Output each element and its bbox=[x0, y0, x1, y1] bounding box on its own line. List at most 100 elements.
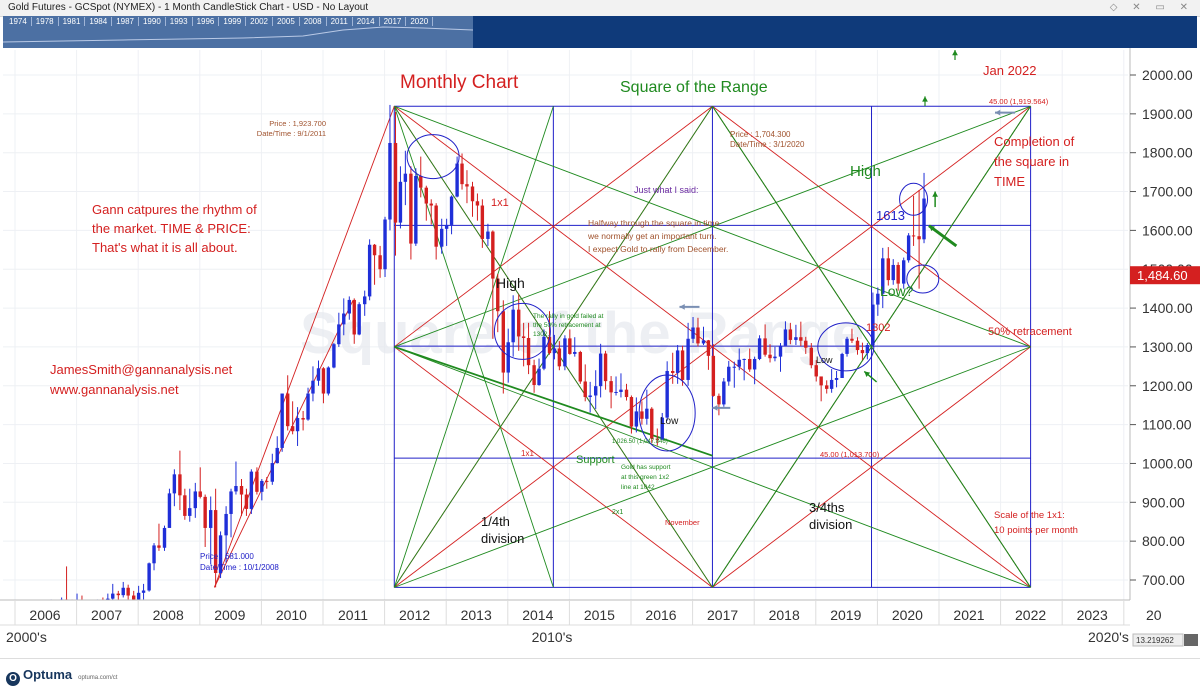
overview-year-labels: 1974 1978 1981 1984 1987 1990 1993 1996 1999 2002… bbox=[5, 17, 434, 26]
candle-body bbox=[203, 496, 207, 528]
candle-body bbox=[162, 527, 167, 548]
candle-body bbox=[804, 340, 808, 348]
overview-selection[interactable] bbox=[3, 16, 473, 48]
candle-body bbox=[183, 495, 187, 516]
candle-body bbox=[239, 485, 244, 495]
candle-body bbox=[265, 480, 269, 482]
candle-body bbox=[172, 474, 177, 494]
gann-angle-green bbox=[394, 346, 1031, 588]
candle-body bbox=[501, 311, 506, 373]
price-high-label: Price : 1,923.700 bbox=[269, 119, 326, 128]
scale-note-line: Scale of the 1x1: bbox=[994, 510, 1065, 521]
candle-body bbox=[768, 354, 772, 359]
candle-body bbox=[147, 563, 151, 591]
candle-body bbox=[757, 338, 762, 359]
candle-body bbox=[578, 351, 583, 382]
support-note-line: line at 1042 bbox=[621, 484, 655, 491]
title-monthly-chart: Monthly Chart bbox=[400, 72, 519, 93]
candle-body bbox=[398, 181, 403, 223]
gann-text-line: Gann catpures the rhythm of bbox=[92, 202, 257, 217]
candle-body bbox=[357, 304, 361, 335]
candle-body bbox=[449, 196, 454, 225]
candle-body bbox=[876, 293, 880, 305]
quarter-division-label: division bbox=[481, 531, 524, 546]
halfway-note-line: I expect Gold to rally from December. bbox=[588, 244, 728, 254]
overview-year-1999: 1999 bbox=[219, 17, 247, 26]
candle-body bbox=[552, 348, 557, 354]
gann-angle-green bbox=[393, 105, 713, 588]
candle-body bbox=[686, 338, 690, 380]
arrow-left-completion-head bbox=[995, 109, 1001, 116]
candle-body bbox=[675, 350, 680, 373]
scale-toggle-button[interactable] bbox=[1184, 634, 1198, 646]
candle-body bbox=[865, 344, 870, 354]
high-label-2014: High bbox=[496, 275, 525, 291]
candle-body bbox=[691, 327, 695, 339]
support-note-line: Gold has support bbox=[621, 464, 671, 471]
candle-body bbox=[434, 205, 438, 247]
price-2020-label: Price : 1,704.300 bbox=[730, 130, 791, 139]
highlight-circle bbox=[817, 322, 875, 372]
support-note-line: at this green 1x2 bbox=[621, 474, 669, 481]
x-year-label: 2021 bbox=[953, 607, 984, 623]
candle-body bbox=[594, 386, 598, 396]
overview-year-1974: 1974 bbox=[5, 17, 32, 26]
candle-body bbox=[871, 304, 875, 345]
candle-body bbox=[460, 163, 464, 185]
scale-note-line: 10 points per month bbox=[994, 525, 1078, 536]
candle-body bbox=[229, 491, 233, 514]
candle-body bbox=[440, 228, 444, 247]
candle-body bbox=[881, 258, 885, 294]
gann-angle-red bbox=[394, 105, 713, 348]
candle-body bbox=[583, 381, 587, 398]
candle-body bbox=[902, 260, 906, 284]
candle-body bbox=[444, 224, 449, 229]
y-tick-label: 1300.00 bbox=[1142, 339, 1193, 355]
candle-body bbox=[906, 235, 911, 261]
candle-body bbox=[547, 336, 552, 354]
y-tick-label: 800.00 bbox=[1142, 533, 1185, 549]
candle-body bbox=[521, 336, 526, 338]
candle-body bbox=[286, 393, 290, 427]
gann-angle-red bbox=[712, 105, 1031, 348]
candle-body bbox=[542, 336, 546, 369]
candle-body bbox=[383, 219, 387, 270]
arrow-up-1-head bbox=[922, 96, 928, 102]
candle-body bbox=[526, 337, 531, 366]
overview-year-1978: 1978 bbox=[32, 17, 59, 26]
x-year-label: 2016 bbox=[645, 607, 676, 623]
gann-angle-green bbox=[712, 105, 1031, 588]
x-year-label: 2019 bbox=[830, 607, 861, 623]
candle-body bbox=[855, 340, 860, 351]
overview-navigator[interactable]: 1974 1978 1981 1984 1987 1990 1993 1996 1999 2002… bbox=[3, 16, 1197, 48]
quarter-division-label: 1/4th bbox=[481, 514, 510, 529]
y-tick-label: 1700.00 bbox=[1142, 184, 1193, 200]
candle-body bbox=[347, 299, 352, 314]
candle-body bbox=[742, 358, 746, 360]
logo-name: Optuma bbox=[23, 667, 73, 682]
candle-body bbox=[455, 163, 459, 197]
candle-body bbox=[470, 186, 475, 202]
completion-note-line: Completion of bbox=[994, 134, 1075, 149]
low-level-label: 1,026.50 (1,047.846) bbox=[612, 439, 668, 445]
candle-body bbox=[326, 367, 331, 394]
candle-body bbox=[234, 485, 238, 492]
logo-url: optuma.com/ct bbox=[78, 675, 118, 681]
overview-year-2011: 2011 bbox=[327, 17, 353, 26]
candle-body bbox=[896, 264, 900, 284]
candle-body bbox=[188, 508, 192, 516]
scale-box[interactable] bbox=[1132, 633, 1184, 647]
x-year-label: 2010 bbox=[276, 607, 307, 623]
window-title: Gold Futures - GCSpot (NYMEX) - 1 Month … bbox=[8, 2, 369, 13]
candle-body bbox=[157, 545, 161, 548]
candle-body bbox=[496, 278, 500, 312]
level-45-top: 45.00 (1,919.564) bbox=[989, 97, 1049, 106]
overview-year-1981: 1981 bbox=[59, 17, 86, 26]
candle-body bbox=[809, 347, 814, 366]
gann-angle-green bbox=[394, 105, 1031, 348]
candle-body bbox=[645, 408, 649, 419]
halfway-note-line: we normally get an important turn. bbox=[587, 231, 717, 241]
window-controls[interactable]: ◇ ✕ ▭ ✕ bbox=[1109, 2, 1194, 13]
candle-body bbox=[665, 371, 669, 418]
